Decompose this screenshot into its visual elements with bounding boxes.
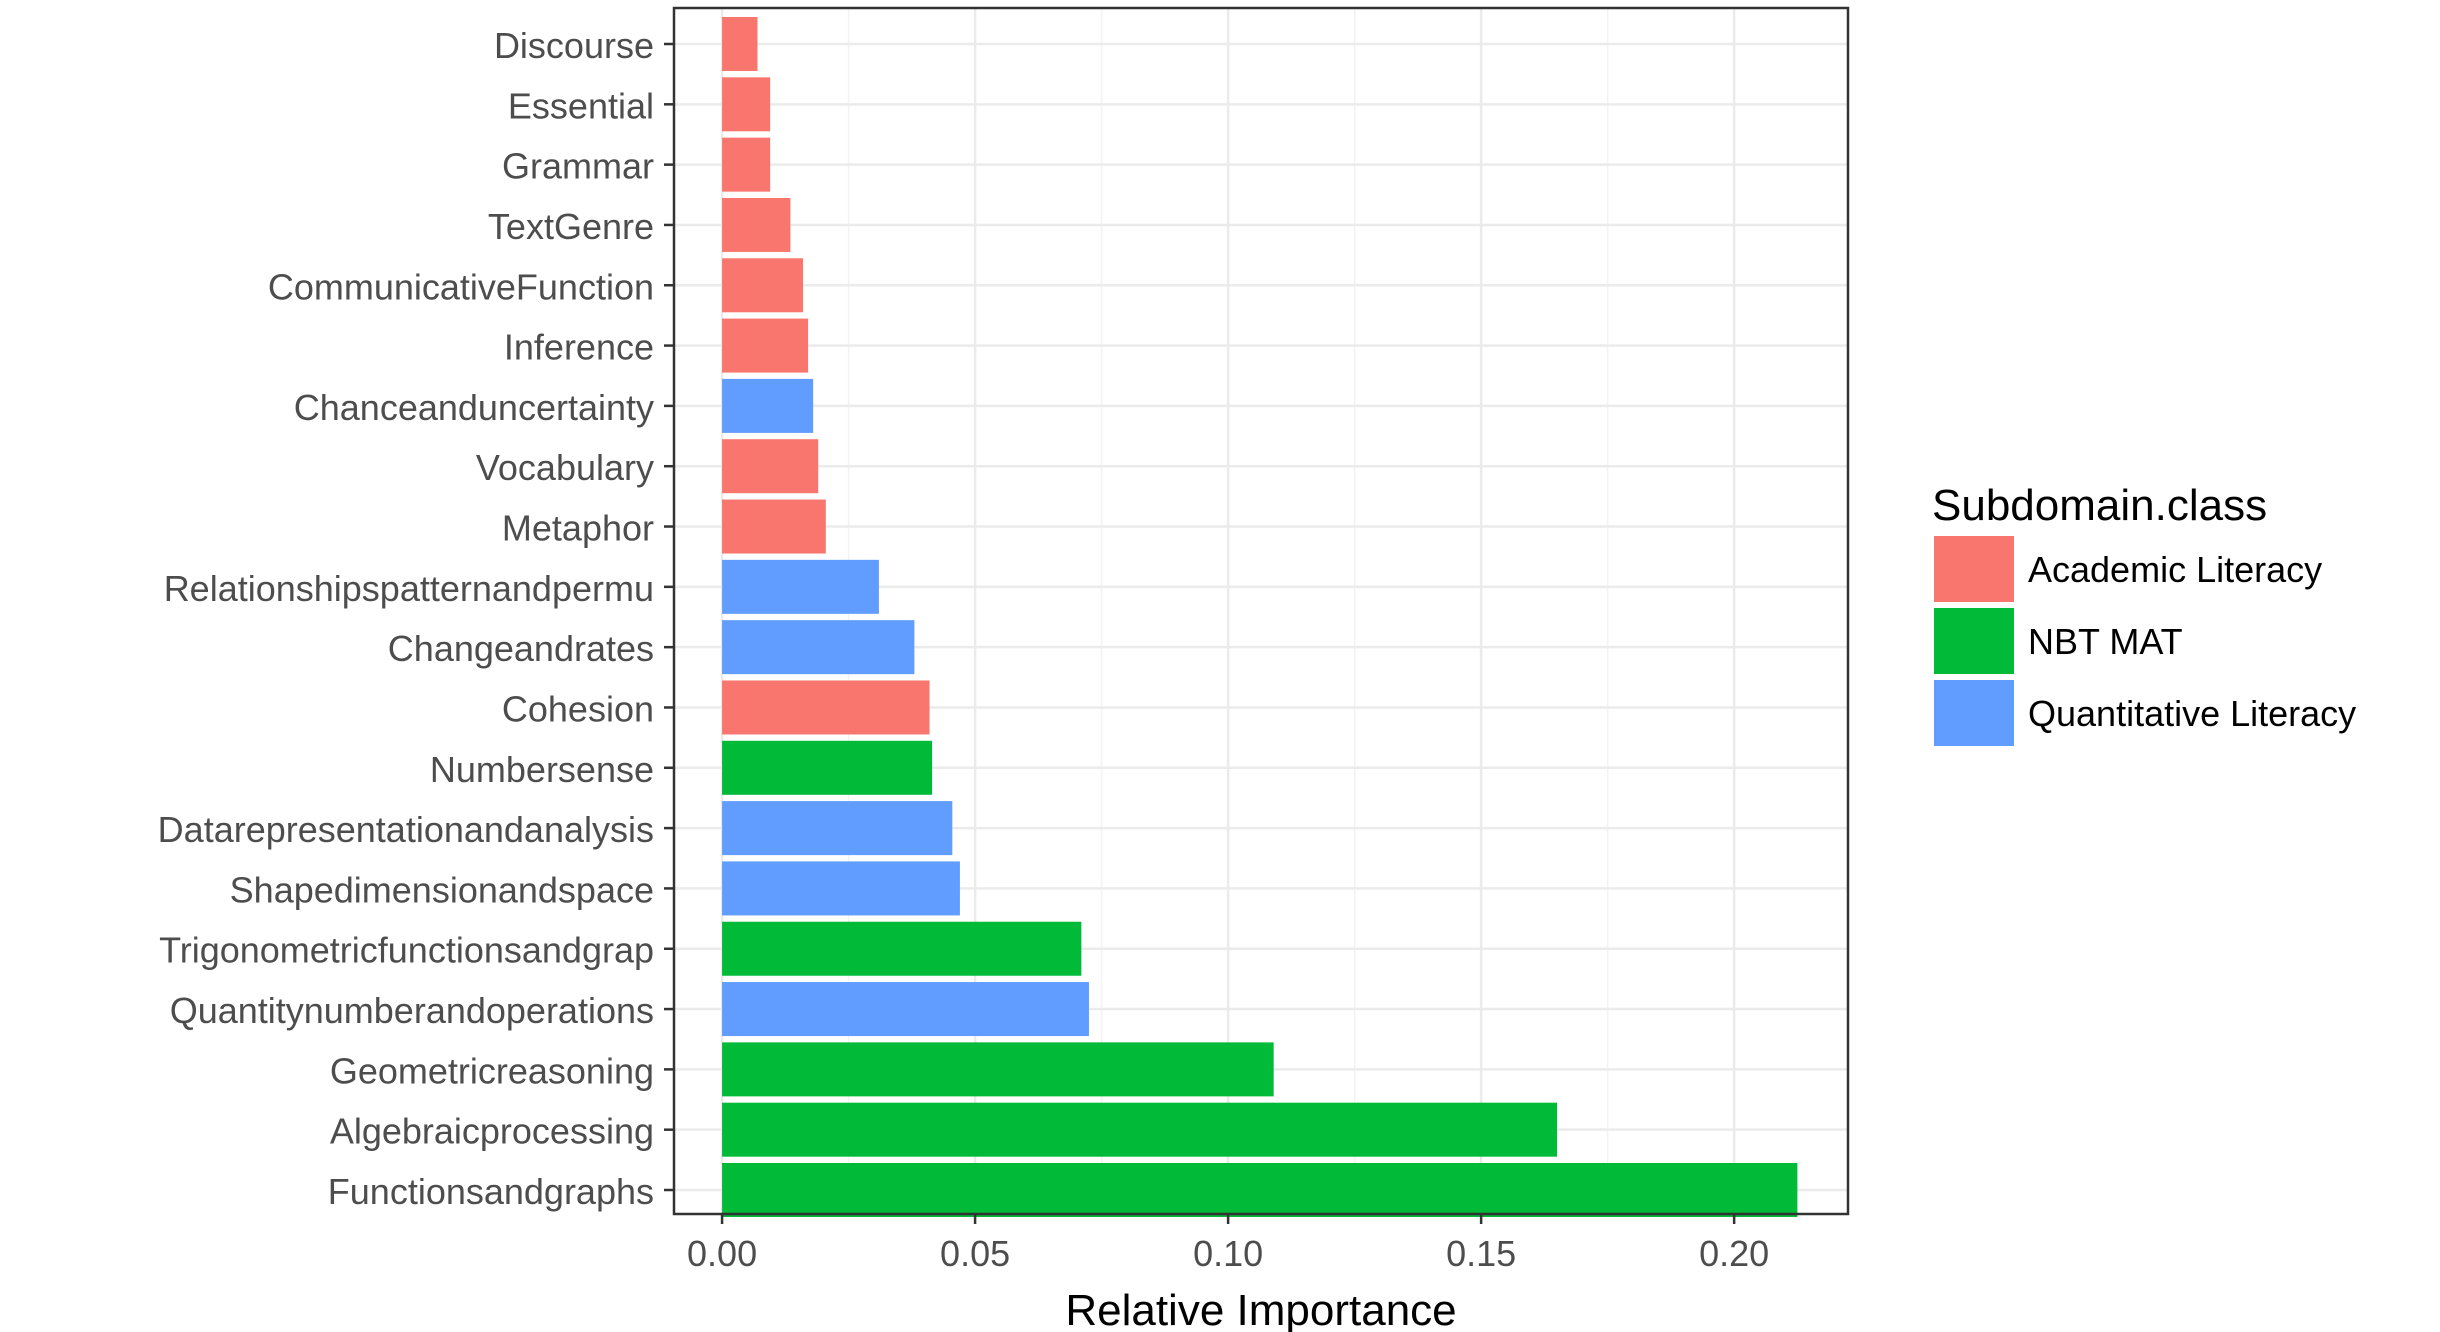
y-tick-label: Vocabulary: [476, 447, 654, 488]
bar-layer: [722, 17, 1798, 1217]
y-tick-label: Inference: [504, 327, 654, 368]
y-tick-label: Functionsandgraphs: [328, 1171, 654, 1212]
legend-key: [1934, 536, 2014, 602]
legend-key: [1934, 680, 2014, 746]
legend-label: Quantitative Literacy: [2028, 693, 2356, 734]
bar: [722, 1102, 1558, 1157]
y-tick-label: Algebraicprocessing: [330, 1111, 654, 1152]
bar: [722, 1042, 1274, 1097]
bar: [722, 197, 791, 252]
axis-layer: Discourse Essential Grammar TextGenre Commun…: [158, 25, 1770, 1274]
bar: [722, 801, 953, 856]
y-tick-label: Relationshipspatternandpermu: [164, 568, 654, 609]
x-axis-title: Relative Importance: [1065, 1286, 1456, 1332]
legend-entries: Academic Literacy NBT MAT Quantitative Lit…: [1934, 536, 2356, 746]
bar: [722, 77, 771, 132]
y-tick-label: Discourse: [494, 25, 654, 66]
bar: [722, 439, 819, 494]
legend-key: [1934, 608, 2014, 674]
x-tick-label: 0.10: [1193, 1233, 1263, 1274]
legend: Subdomain.class Academic Literacy NBT MAT…: [1932, 481, 2356, 746]
bar: [722, 17, 758, 71]
panel-border: [672, 6, 1850, 1216]
bar: [722, 318, 809, 373]
y-tick-label: Metaphor: [502, 508, 654, 549]
y-tick-label: TextGenre: [488, 206, 654, 247]
legend-label: Academic Literacy: [2028, 549, 2322, 590]
y-tick-label: Geometricreasoning: [330, 1050, 654, 1091]
x-tick-label: 0.15: [1446, 1233, 1516, 1274]
y-tick-label: Numbersense: [430, 749, 654, 790]
x-tick-label: 0.00: [687, 1233, 757, 1274]
grid-layer: [674, 8, 1848, 1214]
bar: [722, 559, 879, 614]
bar: [722, 680, 930, 735]
y-tick-label: Datarepresentationandanalysis: [158, 809, 654, 850]
y-tick-label: CommunicativeFunction: [268, 266, 654, 307]
legend-title: Subdomain.class: [1932, 481, 2267, 530]
legend-label: NBT MAT: [2028, 621, 2183, 662]
bar: [722, 982, 1089, 1037]
bar: [722, 921, 1082, 976]
bar: [722, 258, 804, 313]
y-tick-label: Grammar: [502, 146, 654, 187]
y-tick-label: Essential: [508, 85, 654, 126]
y-tick-label: Shapedimensionandspace: [230, 869, 654, 910]
bar: [722, 620, 915, 675]
bar: [722, 1163, 1798, 1217]
y-tick-label: Changeandrates: [388, 628, 654, 669]
bar: [722, 499, 826, 554]
bar: [722, 137, 771, 192]
bar: [722, 861, 960, 916]
y-tick-label: Chanceanduncertainty: [294, 387, 654, 428]
y-tick-label: Cohesion: [502, 688, 654, 729]
y-tick-label: Quantitynumberandoperations: [170, 990, 654, 1031]
bar: [722, 378, 814, 433]
x-tick-label: 0.20: [1699, 1233, 1769, 1274]
y-tick-label: Trigonometricfunctionsandgrap: [159, 930, 654, 971]
x-tick-label: 0.05: [940, 1233, 1010, 1274]
bar: [722, 740, 933, 795]
